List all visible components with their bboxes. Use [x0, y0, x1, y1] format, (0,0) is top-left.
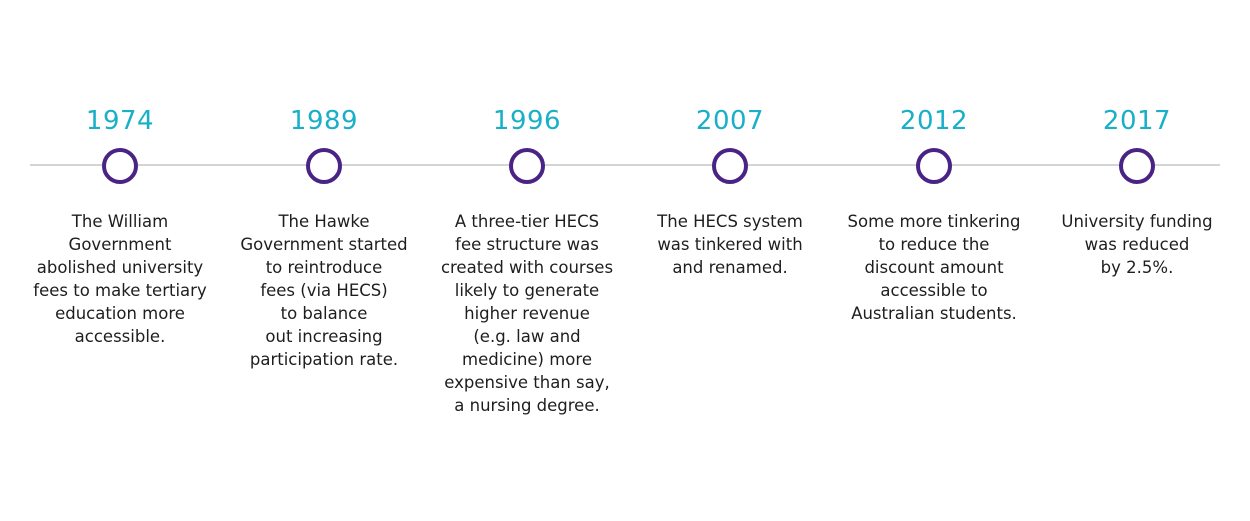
- event-marker-circle-icon: [102, 148, 138, 184]
- event-year: 2007: [695, 106, 765, 136]
- timeline-axis-line: [30, 164, 1220, 166]
- event-year: 2017: [1102, 106, 1172, 136]
- timeline-event-1974: 1974 The William Government abolished un…: [20, 0, 220, 521]
- timeline-event-2007: 2007 The HECS system was tinkered with a…: [630, 0, 830, 521]
- event-description: The HECS system was tinkered with and re…: [657, 212, 803, 277]
- timeline-event-1989: 1989 The Hawke Government started to rei…: [224, 0, 424, 521]
- event-description: Some more tinkering to reduce the discou…: [847, 212, 1021, 323]
- event-marker-circle-icon: [306, 148, 342, 184]
- event-description: A three-tier HECS fee structure was crea…: [440, 212, 614, 415]
- event-description: University funding was reduced by 2.5%.: [1061, 212, 1213, 277]
- event-year: 1974: [85, 106, 155, 136]
- event-year: 2012: [899, 106, 969, 136]
- event-description: The Hawke Government started to reintrod…: [240, 212, 408, 369]
- timeline-event-1996: 1996 A three-tier HECS fee structure was…: [427, 0, 627, 521]
- event-marker-circle-icon: [509, 148, 545, 184]
- timeline-event-2012: 2012 Some more tinkering to reduce the d…: [834, 0, 1034, 521]
- event-marker-circle-icon: [916, 148, 952, 184]
- event-marker-circle-icon: [1119, 148, 1155, 184]
- event-year: 1996: [492, 106, 562, 136]
- timeline-event-2017: 2017 University funding was reduced by 2…: [1037, 0, 1237, 521]
- event-marker-circle-icon: [712, 148, 748, 184]
- event-description: The William Government abolished univers…: [33, 212, 207, 346]
- event-year: 1989: [289, 106, 359, 136]
